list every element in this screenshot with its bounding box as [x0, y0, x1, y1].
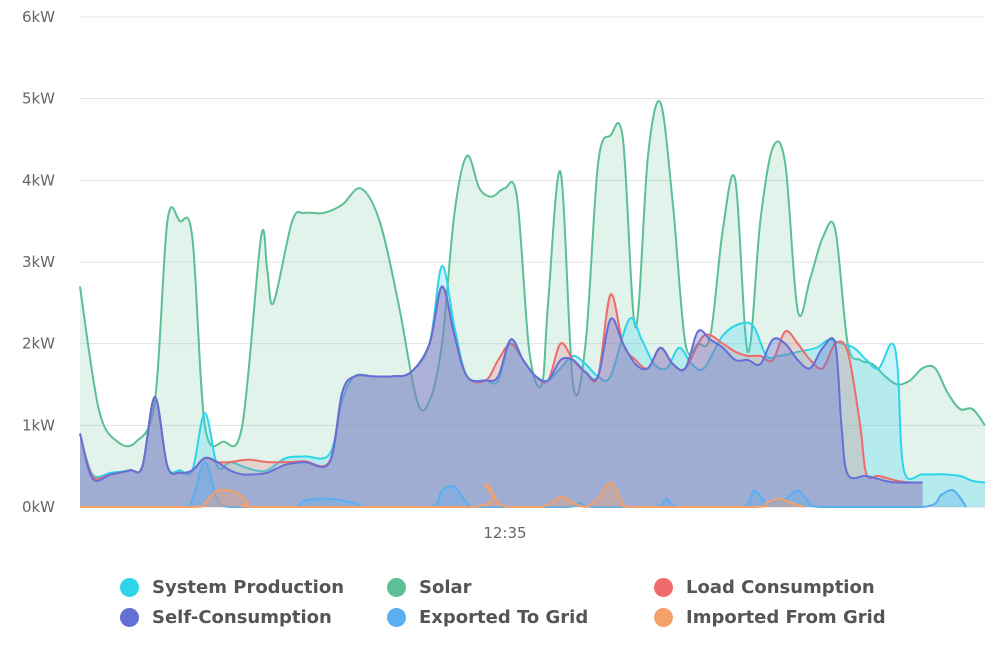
legend-label: Imported From Grid [686, 607, 886, 628]
legend-label: Solar [419, 577, 472, 598]
y-tick-label: 5kW [22, 90, 55, 108]
y-tick-label: 2kW [22, 335, 55, 353]
line-imported-from-grid [79, 481, 805, 509]
legend-swatch [654, 578, 673, 597]
series-imported-from-grid [79, 481, 805, 509]
legend-swatch [120, 578, 139, 597]
legend-item-solar[interactable]: Solar [387, 577, 472, 598]
series-solar [79, 100, 986, 507]
line-self-consumption [79, 285, 923, 484]
x-tick-label: 12:35 [483, 524, 526, 542]
legend-item-load-consumption[interactable]: Load Consumption [654, 577, 875, 598]
legend-label: System Production [152, 577, 345, 598]
area-imported-from-grid [80, 482, 804, 507]
y-tick-label: 6kW [22, 8, 55, 26]
series-self-consumption [79, 285, 923, 507]
area-solar [80, 101, 985, 507]
y-tick-label: 1kW [22, 416, 55, 434]
power-area-chart: 0kW 1kW 2kW 3kW 4kW 5kW 6kW 12:35 [22, 8, 986, 542]
legend-item-system-production[interactable]: System Production [120, 577, 344, 598]
legend-label: Self-Consumption [152, 607, 332, 628]
y-tick-label: 0kW [22, 498, 55, 516]
legend-item-imported-from-grid[interactable]: Imported From Grid [654, 607, 886, 628]
line-exported-to-grid [79, 461, 968, 509]
line-solar [79, 100, 986, 448]
y-axis-ticks: 0kW 1kW 2kW 3kW 4kW 5kW 6kW [22, 8, 55, 516]
chart-legend: System Production Solar Load Consumption… [0, 572, 1000, 642]
legend-swatch [120, 608, 139, 627]
legend-label: Exported To Grid [419, 607, 589, 628]
legend-swatch [654, 608, 673, 627]
legend-swatch [387, 608, 406, 627]
y-tick-label: 3kW [22, 253, 55, 271]
grid-lines [80, 16, 985, 508]
area-system-production [80, 265, 985, 507]
legend-label: Load Consumption [686, 577, 875, 598]
x-axis-ticks: 12:35 [483, 524, 526, 542]
series-exported-to-grid [79, 461, 968, 509]
series-areas [79, 100, 986, 509]
legend-swatch [387, 578, 406, 597]
y-tick-label: 4kW [22, 171, 55, 189]
legend-item-exported-to-grid[interactable]: Exported To Grid [387, 607, 588, 628]
legend-item-self-consumption[interactable]: Self-Consumption [120, 607, 332, 628]
